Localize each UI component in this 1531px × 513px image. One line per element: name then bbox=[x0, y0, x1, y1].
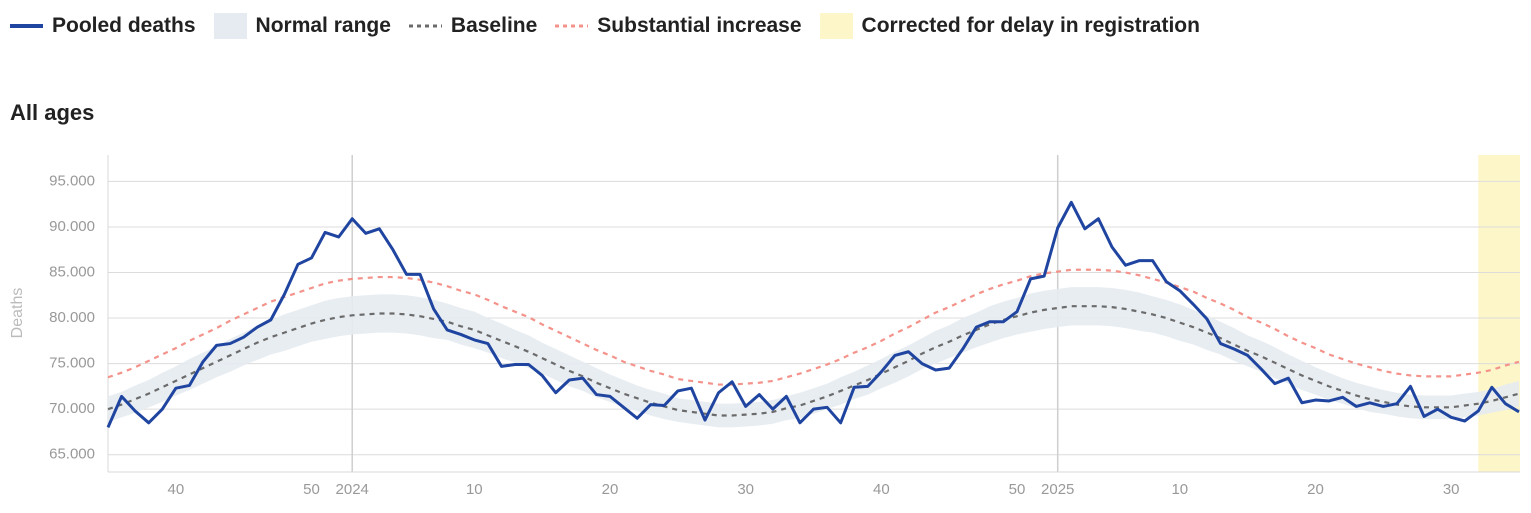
legend-icon bbox=[819, 13, 853, 39]
x-tick-label: 50 bbox=[1009, 481, 1026, 498]
legend-icon bbox=[213, 13, 247, 39]
legend-label: Baseline bbox=[450, 14, 538, 37]
legend-label: Corrected for delay in registration bbox=[861, 14, 1200, 37]
x-tick-label: 10 bbox=[466, 481, 483, 498]
legend-icon bbox=[555, 24, 589, 28]
legend-icon bbox=[10, 24, 43, 28]
y-tick-label: 70.000 bbox=[49, 400, 95, 417]
dashed-line bbox=[107, 305, 1520, 417]
y-tick-label: 95.000 bbox=[49, 172, 95, 189]
dashed-line bbox=[107, 268, 1520, 386]
legend-item: Substantial increase bbox=[555, 12, 802, 40]
legend-item: Normal range bbox=[213, 12, 391, 40]
y-tick-label: 65.000 bbox=[49, 446, 95, 463]
y-tick-label: 75.000 bbox=[49, 355, 95, 372]
legend-swatch bbox=[213, 13, 247, 39]
legend-swatch bbox=[819, 13, 853, 39]
legend-item: Corrected for delay in registration bbox=[819, 12, 1200, 40]
x-tick-label: 30 bbox=[737, 481, 754, 498]
data-line bbox=[106, 200, 1520, 428]
legend-item: Pooled deaths bbox=[10, 12, 196, 40]
x-tick-label: 50 bbox=[303, 481, 320, 498]
legend-item: Baseline bbox=[408, 12, 538, 40]
x-tick-label: 40 bbox=[167, 481, 184, 498]
x-tick-label: 30 bbox=[1443, 481, 1460, 498]
legend-label: Normal range bbox=[255, 14, 391, 37]
x-tick-label: 2025 bbox=[1041, 481, 1074, 498]
x-tick-label: 2024 bbox=[336, 481, 369, 498]
x-tick-label: 20 bbox=[602, 481, 619, 498]
x-tick-label: 40 bbox=[873, 481, 890, 498]
x-tick-label: 10 bbox=[1171, 481, 1188, 498]
corrected-region bbox=[1478, 155, 1520, 472]
legend: Pooled deaths Normal range Baseline Substan… bbox=[10, 10, 1200, 42]
y-tick-label: 85.000 bbox=[49, 263, 95, 280]
legend-label: Substantial increase bbox=[597, 14, 802, 37]
legend-label: Pooled deaths bbox=[52, 14, 196, 37]
y-axis-label: Deaths bbox=[9, 288, 26, 339]
y-tick-label: 80.000 bbox=[49, 309, 95, 326]
x-tick-label: 20 bbox=[1307, 481, 1324, 498]
legend-icon bbox=[408, 24, 442, 28]
normal-range bbox=[108, 287, 1519, 428]
chart-title: All ages bbox=[10, 100, 95, 125]
y-tick-label: 90.000 bbox=[49, 218, 95, 235]
